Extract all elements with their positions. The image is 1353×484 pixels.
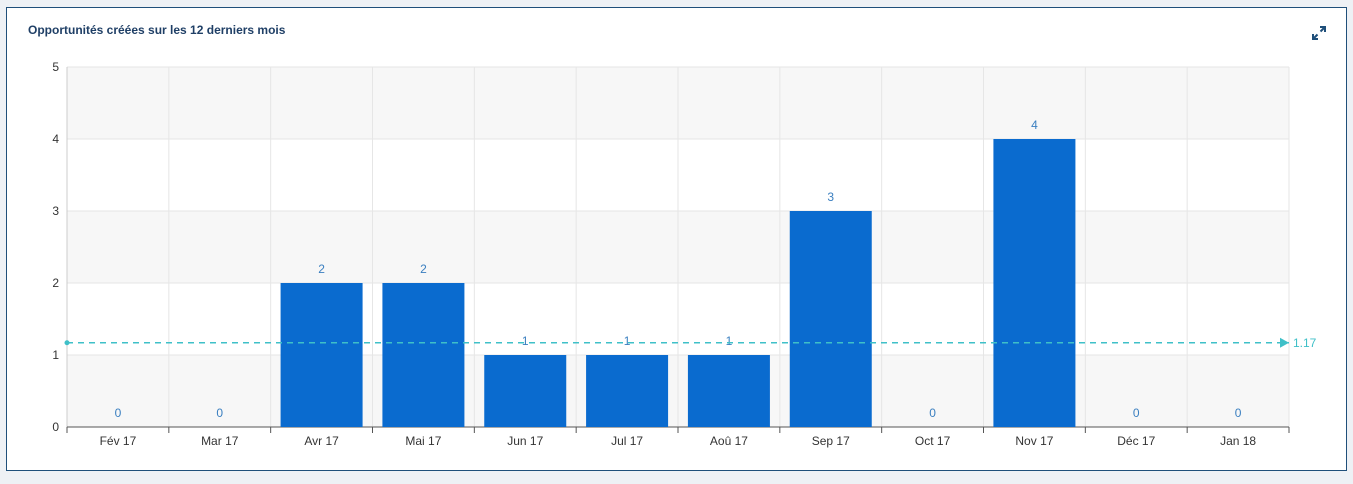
x-tick-label: Jun 17 bbox=[507, 434, 543, 448]
x-tick-label: Mar 17 bbox=[201, 434, 239, 448]
data-label: 0 bbox=[1133, 406, 1140, 420]
bar[interactable] bbox=[789, 211, 872, 427]
bar[interactable] bbox=[687, 355, 770, 427]
y-tick-label: 5 bbox=[52, 60, 59, 74]
x-tick-label: Jul 17 bbox=[611, 434, 643, 448]
x-tick-label: Nov 17 bbox=[1015, 434, 1053, 448]
average-line-arrow bbox=[1280, 337, 1289, 348]
data-label: 0 bbox=[216, 406, 223, 420]
bar[interactable] bbox=[382, 283, 465, 427]
expand-arrows-icon[interactable] bbox=[1310, 24, 1328, 42]
bar[interactable] bbox=[586, 355, 669, 427]
y-tick-label: 4 bbox=[52, 132, 59, 146]
data-label: 0 bbox=[1235, 406, 1242, 420]
x-tick-label: Avr 17 bbox=[304, 434, 339, 448]
data-label: 4 bbox=[1031, 118, 1038, 132]
y-tick-label: 0 bbox=[52, 420, 59, 434]
data-label: 2 bbox=[420, 262, 427, 276]
average-label: 1.17 bbox=[1293, 336, 1317, 350]
x-tick-label: Sep 17 bbox=[812, 434, 850, 448]
data-label: 2 bbox=[318, 262, 325, 276]
data-label: 1 bbox=[726, 334, 733, 348]
x-tick-label: Oct 17 bbox=[915, 434, 951, 448]
data-label: 0 bbox=[115, 406, 122, 420]
x-tick-label: Déc 17 bbox=[1117, 434, 1155, 448]
y-tick-label: 2 bbox=[52, 276, 59, 290]
average-line-start-dot bbox=[64, 340, 70, 346]
bar[interactable] bbox=[280, 283, 363, 427]
x-tick-label: Fév 17 bbox=[100, 434, 137, 448]
data-label: 3 bbox=[827, 190, 834, 204]
data-label: 0 bbox=[929, 406, 936, 420]
y-tick-label: 1 bbox=[52, 348, 59, 362]
bar[interactable] bbox=[993, 139, 1076, 427]
data-label: 1 bbox=[624, 334, 631, 348]
x-tick-label: Aoû 17 bbox=[710, 434, 748, 448]
data-label: 1 bbox=[522, 334, 529, 348]
bar[interactable] bbox=[484, 355, 567, 427]
x-tick-label: Jan 18 bbox=[1220, 434, 1256, 448]
y-tick-label: 3 bbox=[52, 204, 59, 218]
x-tick-label: Mai 17 bbox=[405, 434, 441, 448]
panel-title: Opportunités créées sur les 12 derniers … bbox=[28, 23, 286, 37]
